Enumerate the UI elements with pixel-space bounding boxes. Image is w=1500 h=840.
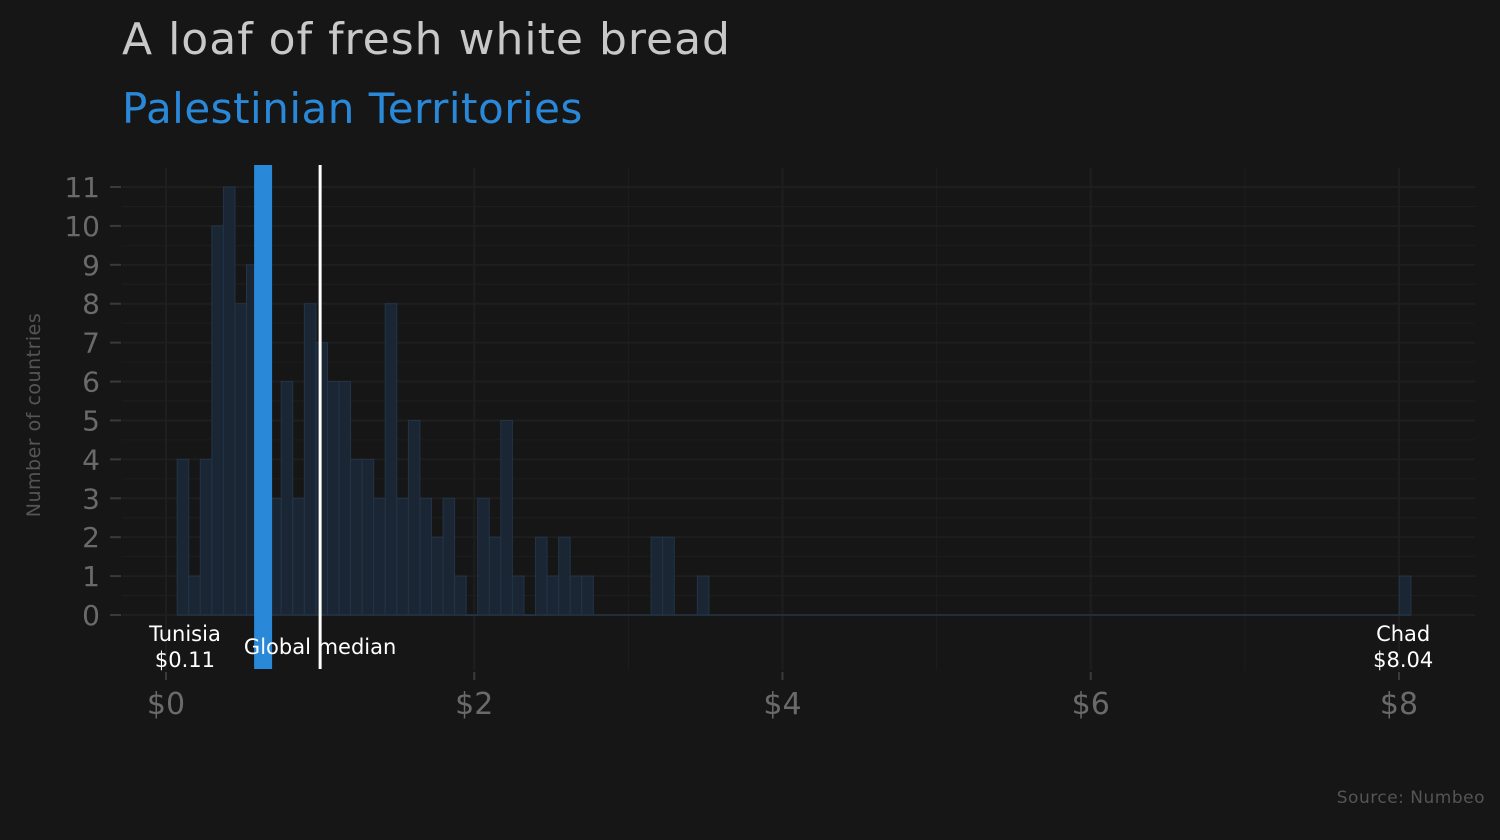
x-tick-label: $6 [1072,687,1110,722]
histogram-bar [350,458,363,616]
y-tick-label: 8 [82,288,100,321]
y-tick-label: 6 [82,366,100,399]
histogram-bar [569,575,583,616]
y-axis-ticks: 0 1 2 3 4 5 6 7 8 9 10 11 [64,171,121,632]
histogram-bar [511,575,525,616]
histogram-bar [407,419,421,616]
reference-lines [254,165,322,669]
histogram-bar [581,575,594,616]
histogram-bar [535,536,548,616]
histogram-bar [326,381,340,616]
annotation-value: $0.11 [155,648,215,672]
histogram-bar [454,575,467,616]
y-tick-label: 5 [82,404,100,437]
x-tick-label: $4 [763,687,801,722]
histogram-bar [430,536,444,616]
x-tick-label: $8 [1380,687,1418,722]
histogram-bar [696,575,710,616]
y-tick-label: 2 [82,521,100,554]
y-tick-label: 7 [82,327,100,360]
histogram-bar [222,186,236,616]
histogram-bar [396,497,409,616]
histogram-bar [361,458,375,616]
histogram-bar [442,497,456,616]
y-tick-label: 11 [64,171,100,204]
y-tick-label: 9 [82,249,100,282]
y-tick-label: 3 [82,482,100,515]
histogram-bar [315,342,328,616]
histogram-bar [477,497,490,616]
source-caption: Source: Numbeo [1336,788,1485,808]
histogram-bar [558,536,571,616]
y-tick-label: 4 [82,443,100,476]
highlight-line-palestinian-territories [254,165,273,669]
y-tick-label: 0 [82,599,100,632]
histogram-bar [1398,575,1412,616]
annotation-country: Chad [1376,622,1430,646]
y-tick-label: 10 [64,210,100,243]
annotation-value: $8.04 [1373,648,1433,672]
histogram-bars [176,186,1412,616]
y-tick-label: 1 [82,560,100,593]
histogram-bar [176,458,190,616]
x-tick-label: $2 [455,687,493,722]
histogram-bar [234,303,248,616]
histogram-bar [373,497,386,616]
histogram-bar [292,497,305,616]
histogram-bar [500,419,513,616]
histogram-bar [419,497,432,616]
global-median-line [318,165,322,669]
chart-subtitle: Palestinian Territories [122,84,583,133]
histogram-bar [488,536,502,616]
histogram-bar [384,303,398,616]
histogram-bar [199,458,213,616]
x-axis-ticks: $0 $2 $4 $6 $8 [147,672,1418,722]
histogram-bar [280,381,294,616]
histogram-bar [211,225,224,616]
chart-title: A loaf of fresh white bread [122,14,731,65]
histogram-bar [662,536,675,616]
histogram-bar [303,303,317,616]
annotation-country: Tunisia [148,622,221,646]
global-median-label: Global median [244,635,396,659]
annotations: Tunisia$0.11 Chad$8.04 Global median [148,622,1433,672]
histogram-bar [338,381,352,616]
histogram-bar [188,575,201,616]
histogram-bar [650,536,664,616]
x-tick-label: $0 [147,687,185,722]
histogram-bar [546,575,560,616]
